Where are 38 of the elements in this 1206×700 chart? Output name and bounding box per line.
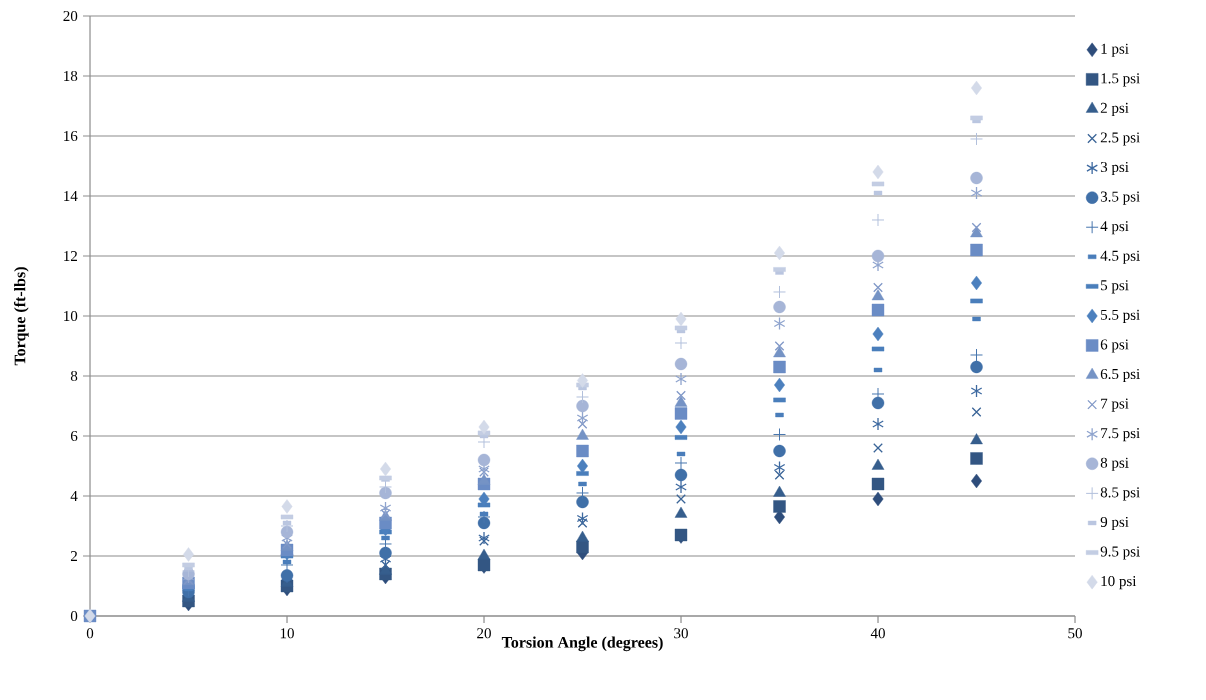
legend-label: 8.5 psi <box>1100 487 1140 501</box>
y-tick-label: 14 <box>64 191 78 201</box>
legend-label: 1 psi <box>1101 43 1129 57</box>
y-tick-label: 0 <box>70 610 78 622</box>
legend-label: 2.5 psi <box>1100 132 1140 146</box>
x-tick-label: 10 <box>280 628 294 639</box>
y-tick-label: 6 <box>70 430 78 442</box>
x-tick-label: 0 <box>86 628 94 639</box>
y-tick-label: 2 <box>70 551 77 561</box>
legend-label: 9.5 psi <box>1100 546 1140 560</box>
legend-label: 5.5 psi <box>1101 309 1140 323</box>
legend-label: 4.5 psi <box>1100 250 1140 264</box>
y-tick-label: 18 <box>64 70 78 82</box>
x-tick-label: 30 <box>674 628 688 639</box>
legend-label: 7 psi <box>1101 398 1129 412</box>
legend-label: 5 psi <box>1101 280 1129 294</box>
legend-label: 3 psi <box>1100 161 1129 176</box>
legend-label: 3.5 psi <box>1100 191 1140 205</box>
x-tick-label: 40 <box>870 628 885 639</box>
y-tick-label: 20 <box>63 10 78 22</box>
y-tick-label: 10 <box>64 310 78 322</box>
y-axis-title: Torque (ft-lbs) <box>13 267 29 366</box>
legend-label: 6.5 psi <box>1100 368 1140 383</box>
legend-label: 1.5 psi <box>1101 73 1140 87</box>
legend-label: 10 psi <box>1101 576 1137 590</box>
legend-label: 2 psi <box>1100 102 1129 116</box>
legend-label: 6 psi <box>1100 339 1129 353</box>
legend-label: 9 psi <box>1100 516 1129 530</box>
x-axis-title: Torsion Angle (degrees) <box>501 636 663 652</box>
x-tick-label: 50 <box>1068 628 1082 639</box>
y-tick-label: 4 <box>70 491 78 501</box>
x-tick-label: 20 <box>477 628 491 639</box>
y-tick-label: 8 <box>70 370 78 382</box>
y-tick-label: 16 <box>64 130 78 142</box>
legend-label: 8 psi <box>1100 457 1129 471</box>
legend-label: 7.5 psi <box>1101 428 1140 442</box>
legend-label: 4 psi <box>1100 221 1129 235</box>
y-tick-label: 12 <box>64 251 77 261</box>
